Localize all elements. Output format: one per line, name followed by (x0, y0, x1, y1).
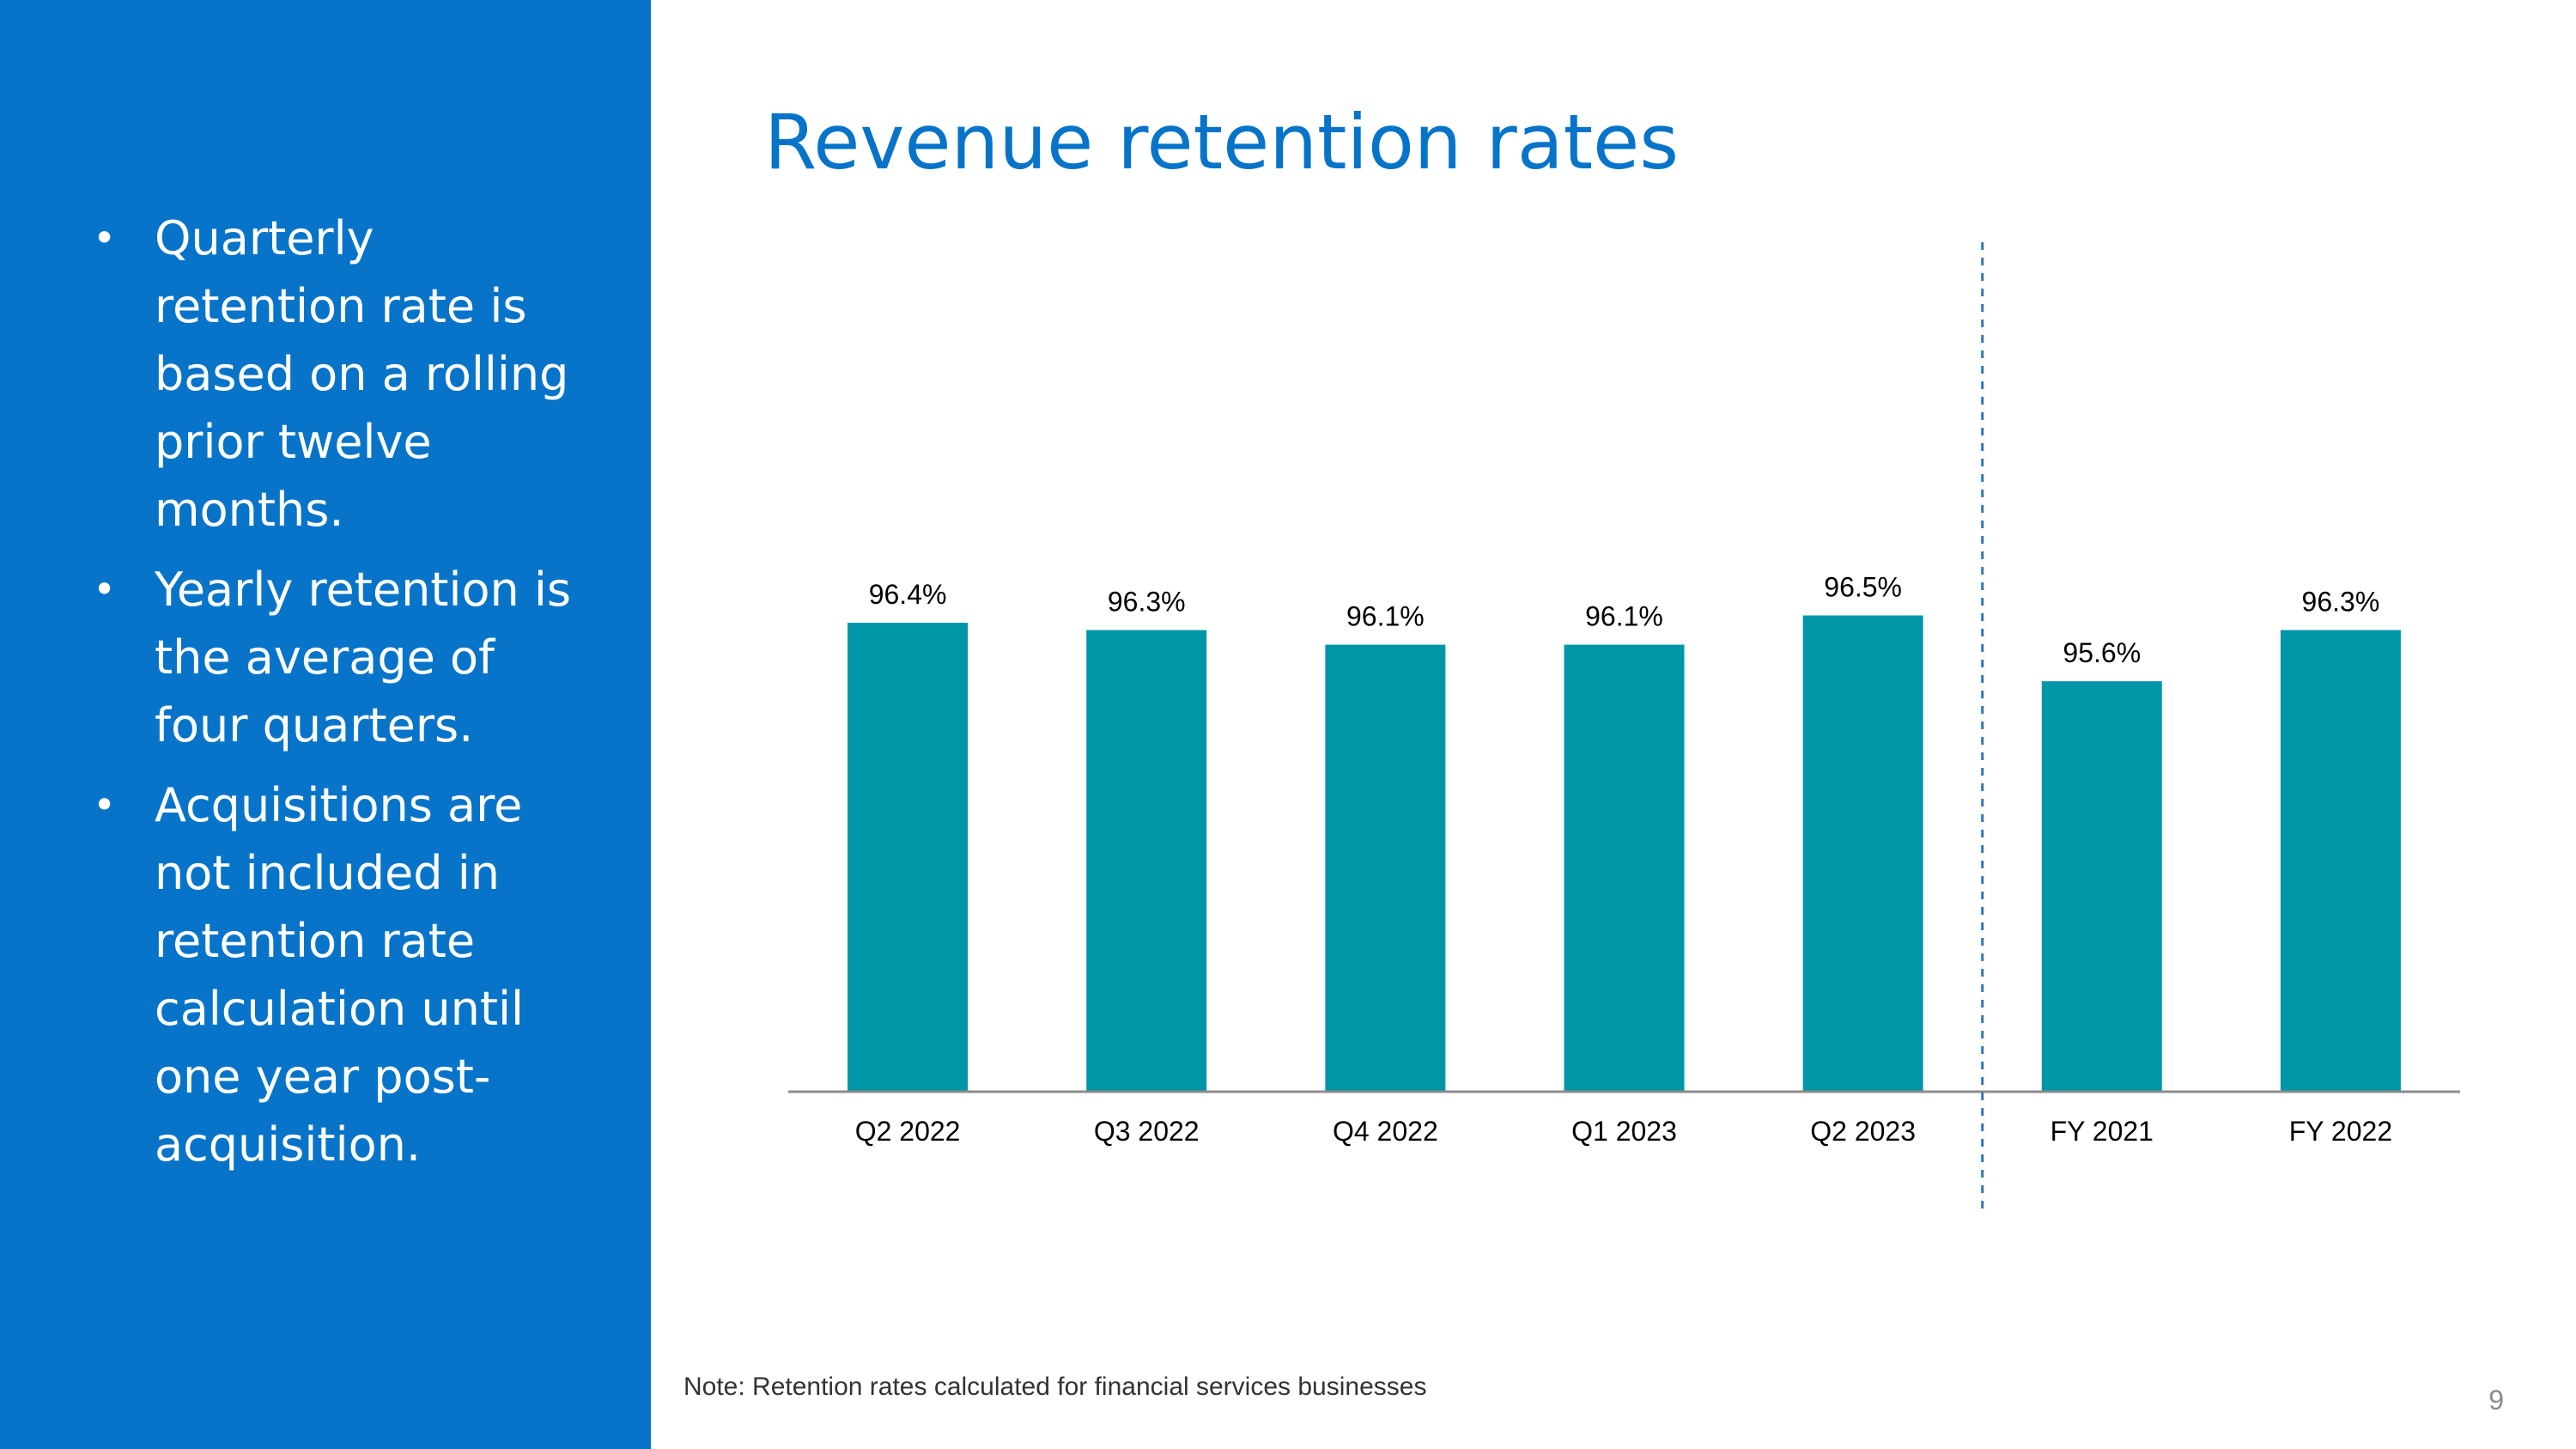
bullet-text: Acquisitions are not included in retenti… (155, 778, 525, 1172)
bar (1086, 630, 1207, 1091)
bar (1564, 644, 1685, 1091)
bullet-dot-icon: • (93, 782, 117, 828)
bullet-dot-icon: • (93, 215, 117, 261)
x-tick-label: Q2 2023 (1810, 1116, 1916, 1147)
data-label: 95.6% (2063, 637, 2141, 668)
data-label: 96.3% (2302, 587, 2380, 618)
bar (2041, 681, 2162, 1091)
x-tick-label: Q1 2023 (1571, 1116, 1677, 1147)
x-tick-label: FY 2021 (2050, 1116, 2154, 1147)
bar (2280, 630, 2401, 1091)
bullet-dot-icon: • (93, 566, 117, 612)
bullet-item: • Acquisitions are not included in reten… (93, 771, 574, 1178)
bullet-list: • Quarterly retention rate is based on a… (93, 204, 574, 1190)
data-label: 96.5% (1824, 572, 1902, 603)
bullet-text: Quarterly retention rate is based on a r… (155, 211, 569, 537)
x-tick-label: Q3 2022 (1094, 1116, 1200, 1147)
data-label: 96.4% (869, 579, 947, 610)
data-label: 96.1% (1585, 601, 1663, 632)
sidebar-panel: • Quarterly retention rate is based on a… (0, 0, 651, 1449)
x-tick-label: Q4 2022 (1333, 1116, 1438, 1147)
x-tick-label: FY 2022 (2289, 1116, 2392, 1147)
slide-title: Revenue retention rates (764, 98, 1680, 186)
data-label: 96.3% (1108, 587, 1186, 618)
footnote: Note: Retention rates calculated for fin… (683, 1373, 1427, 1401)
page-number: 9 (2488, 1385, 2504, 1416)
x-tick-label: Q2 2022 (855, 1116, 961, 1147)
bullet-item: • Yearly retention is the average of fou… (93, 556, 574, 759)
bullet-item: • Quarterly retention rate is based on a… (93, 204, 574, 544)
bullet-text: Yearly retention is the average of four … (155, 563, 572, 752)
data-label: 96.1% (1346, 601, 1425, 632)
bar (1802, 615, 1923, 1091)
bar (1325, 644, 1446, 1091)
bar (848, 623, 969, 1091)
